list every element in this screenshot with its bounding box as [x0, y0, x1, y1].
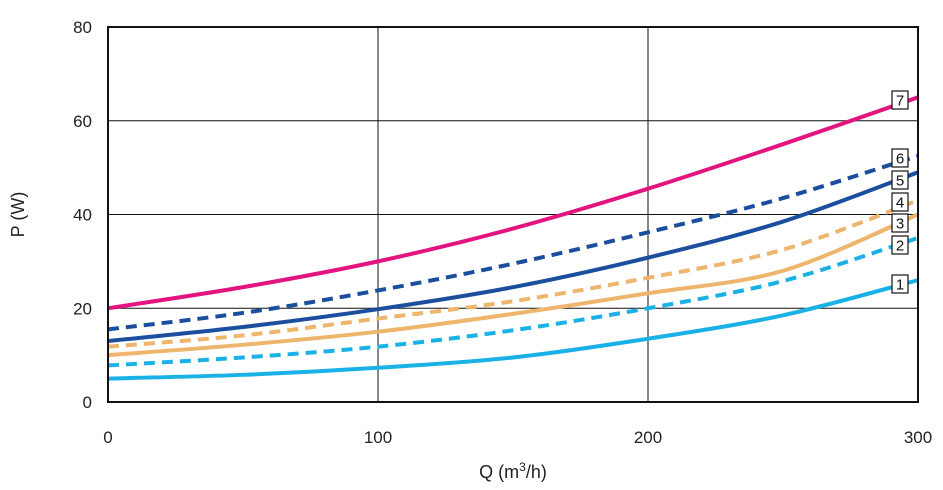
series-label-text: 5	[896, 173, 904, 190]
x-tick-label: 200	[634, 428, 662, 447]
plot-frame	[107, 26, 919, 403]
y-tick-label: 60	[73, 112, 92, 131]
series-label-text: 4	[896, 195, 904, 212]
series-layer	[107, 95, 919, 381]
series-label-box	[891, 148, 909, 168]
series-labels: 1 2 3 4 5 6 7	[891, 90, 909, 294]
series-label-1: 1	[891, 274, 909, 294]
series-line-7	[107, 95, 919, 311]
series-label-text: 7	[896, 93, 904, 110]
x-tick-label: 300	[904, 428, 932, 447]
series-label-box	[891, 90, 909, 110]
series-line-1	[107, 278, 919, 381]
series-label-2: 2	[891, 235, 909, 255]
series-label-box	[891, 274, 909, 294]
series-line-3	[107, 212, 919, 358]
series-label-text: 1	[896, 277, 904, 294]
y-tick-label: 40	[73, 206, 92, 225]
series-label-box	[891, 170, 909, 190]
series-line-5	[107, 170, 919, 344]
series-line-6	[107, 153, 919, 332]
y-tick-label: 0	[83, 393, 92, 412]
series-label-box	[891, 235, 909, 255]
series-label-text: 3	[896, 216, 904, 233]
x-axis-label: Q (m3/h)	[479, 460, 547, 482]
series-label-7: 7	[891, 90, 909, 110]
y-tick-label: 80	[73, 18, 92, 37]
series-label-4: 4	[891, 192, 909, 212]
series-label-text: 6	[896, 151, 904, 168]
series-label-5: 5	[891, 170, 909, 190]
y-axis-label: P (W)	[8, 192, 28, 238]
y-tick-label: 20	[73, 299, 92, 318]
tick-labels: 0 100 200 300 0 20 40 60 80	[73, 18, 932, 447]
series-line-2	[107, 236, 919, 368]
series-label-box	[891, 192, 909, 212]
x-tick-label: 100	[364, 428, 392, 447]
series-label-6: 6	[891, 148, 909, 168]
x-tick-label: 0	[103, 428, 112, 447]
series-label-text: 2	[896, 238, 904, 255]
series-label-3: 3	[891, 213, 909, 233]
series-line-4	[107, 198, 919, 349]
series-label-box	[891, 213, 909, 233]
